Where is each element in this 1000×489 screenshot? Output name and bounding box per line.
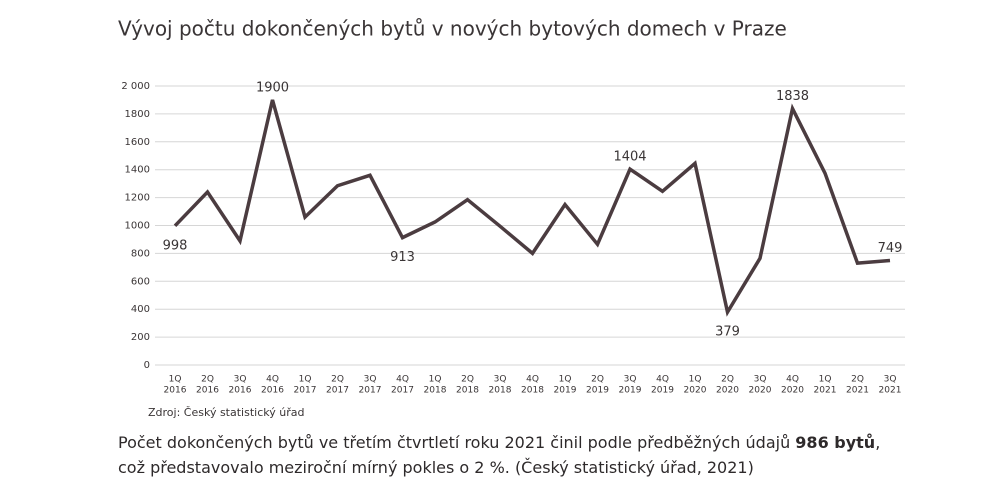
data-label: 998 — [163, 238, 188, 253]
y-tick-label: 1800 — [125, 109, 150, 120]
data-label: 1838 — [776, 89, 809, 104]
x-tick-label: 2016 — [196, 386, 219, 396]
x-tick-label: 3Q — [364, 375, 377, 385]
y-tick-label: 2 000 — [121, 81, 150, 92]
line — [173, 99, 891, 317]
x-tick-label: 1Q — [559, 375, 572, 385]
y-tick-label: 1000 — [125, 221, 150, 232]
x-tick-label: 2020 — [749, 386, 772, 396]
x-tick-label: 2020 — [716, 386, 739, 396]
x-tick-label: 1Q — [299, 375, 312, 385]
x-tick-label: 2019 — [651, 386, 674, 396]
x-tick-label: 3Q — [754, 375, 767, 385]
data-label: 1900 — [256, 80, 289, 95]
caption-text: , což představovalo meziroční mírný pokl… — [118, 433, 881, 477]
caption-text: Počet dokončených bytů ve třetím čtvrtle… — [118, 433, 796, 452]
data-label: 1404 — [613, 150, 646, 165]
y-tick-label: 200 — [131, 332, 150, 343]
x-tick-label: 2016 — [164, 386, 187, 396]
data-label: 749 — [878, 241, 903, 256]
source: Zdroj: Český statistický úřad — [148, 406, 304, 419]
chart-title: Vývoj počtu dokončených bytů v nových by… — [118, 17, 787, 41]
x-tick-label: 1Q — [819, 375, 832, 385]
x-tick-label: 1Q — [429, 375, 442, 385]
x-tick-label: 2Q — [591, 375, 604, 385]
y-tick-label: 400 — [131, 304, 150, 315]
x-tick-label: 2Q — [461, 375, 474, 385]
x-tick-label: 2020 — [781, 386, 804, 396]
x-tick-label: 4Q — [786, 375, 799, 385]
x-tick-label: 4Q — [656, 375, 669, 385]
y-tick-label: 0 — [144, 360, 150, 371]
x-tick-label: 2016 — [229, 386, 252, 396]
x-tick-label: 2021 — [814, 386, 837, 396]
x-tick-label: 2019 — [586, 386, 609, 396]
x-tick-label: 4Q — [526, 375, 539, 385]
x-tick-label: 3Q — [624, 375, 637, 385]
x-tick-label: 1Q — [689, 375, 702, 385]
caption: Počet dokončených bytů ve třetím čtvrtle… — [118, 430, 898, 480]
y-tick-label: 1600 — [125, 137, 150, 148]
y-tick-label: 1200 — [125, 193, 150, 204]
x-tick-label: 2Q — [721, 375, 734, 385]
x-tick-label: 3Q — [494, 375, 507, 385]
x-tick-label: 2021 — [879, 386, 902, 396]
y-tick-label: 800 — [131, 248, 150, 259]
x-tick-label: 2Q — [851, 375, 864, 385]
x-tick-label: 2Q — [201, 375, 214, 385]
x-tick-label: 1Q — [169, 375, 182, 385]
y-tick-label: 600 — [131, 276, 150, 287]
x-tick-label: 2019 — [554, 386, 577, 396]
x-tick-label: 2021 — [846, 386, 869, 396]
y-tick-label: 1400 — [125, 165, 150, 176]
x-tick-label: 2017 — [326, 386, 349, 396]
x-tick-label: 2019 — [619, 386, 642, 396]
x-tick-label: 2018 — [424, 386, 447, 396]
data-label: 913 — [390, 250, 415, 265]
x-tick-label: 3Q — [234, 375, 247, 385]
x-tick-label: 2Q — [331, 375, 344, 385]
x-tick-label: 2016 — [261, 386, 284, 396]
x-tick-label: 2017 — [359, 386, 382, 396]
data-label: 379 — [715, 325, 740, 340]
x-tick-label: 4Q — [396, 375, 409, 385]
x-tick-label: 2020 — [684, 386, 707, 396]
x-tick-label: 2017 — [391, 386, 414, 396]
x-tick-label: 2018 — [456, 386, 479, 396]
x-tick-label: 3Q — [884, 375, 897, 385]
x-tick-label: 2017 — [294, 386, 317, 396]
x-tick-label: 2018 — [521, 386, 544, 396]
x-tick-label: 2018 — [489, 386, 512, 396]
x-tick-label: 4Q — [266, 375, 279, 385]
caption-bold: 986 bytů — [795, 433, 876, 452]
